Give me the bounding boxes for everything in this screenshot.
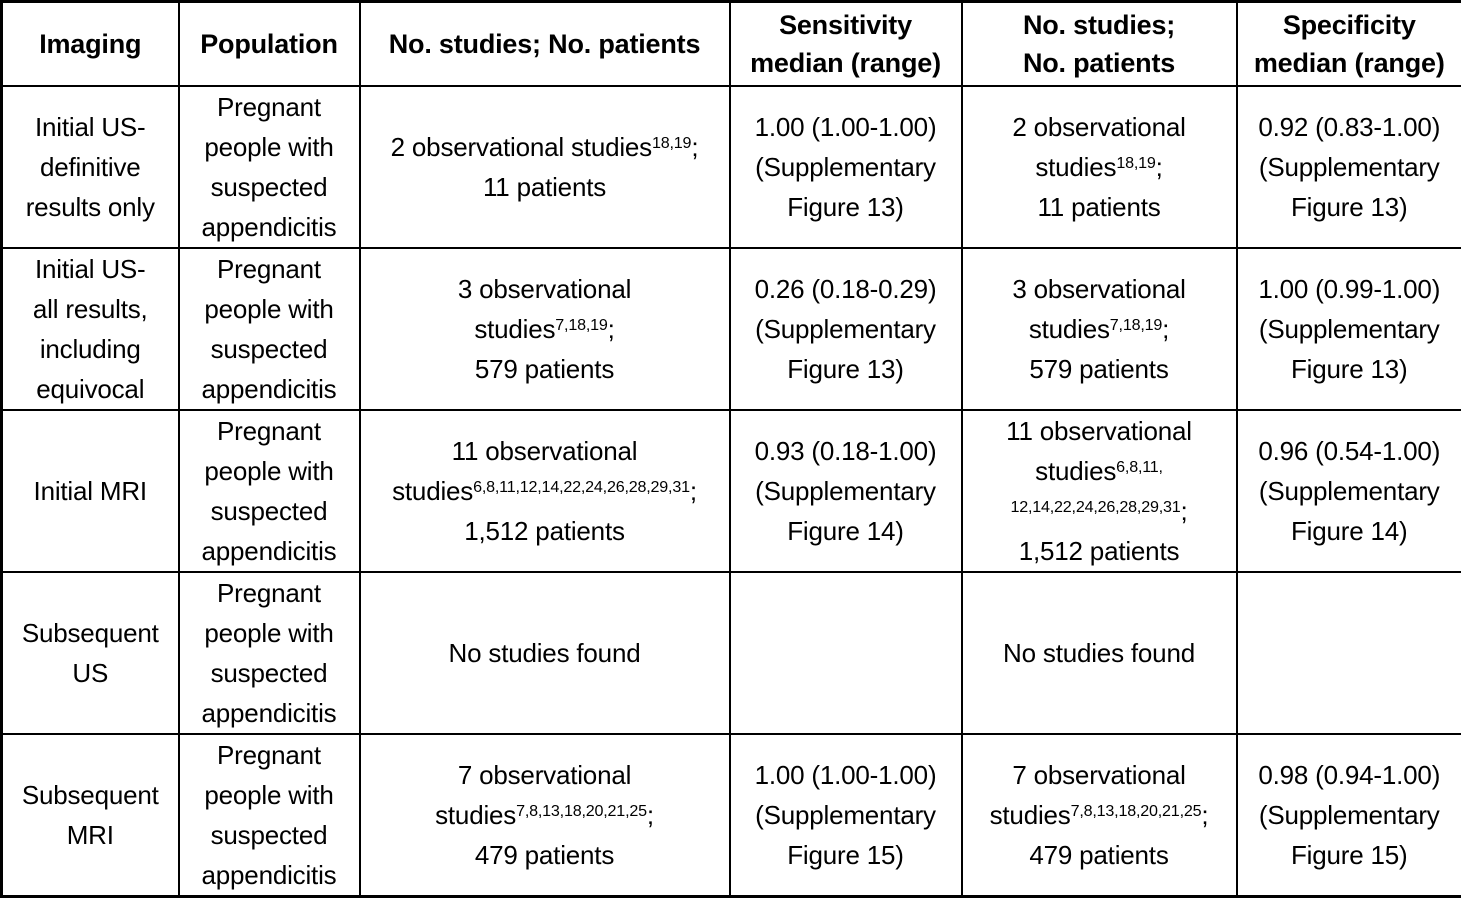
citation-superscript: 18,19 <box>1116 154 1155 172</box>
cell-sensitivity <box>730 572 962 734</box>
citation-superscript: 18,19 <box>652 134 691 152</box>
citation-superscript: 7,18,19 <box>555 316 607 334</box>
cell-studies-sensitivity: 2 observational studies18,19;11 patients <box>360 86 730 248</box>
table-header-row: Imaging Population No. studies; No. pati… <box>2 2 1461 86</box>
header-population: Population <box>179 2 360 86</box>
header-imaging: Imaging <box>2 2 179 86</box>
cell-studies-specificity: No studies found <box>962 572 1237 734</box>
header-studies-sensitivity: No. studies; No. patients <box>360 2 730 86</box>
header-studies-specificity: No. studies;No. patients <box>962 2 1237 86</box>
cell-studies-sensitivity: No studies found <box>360 572 730 734</box>
citation-superscript: 6,8,11, <box>1116 458 1163 476</box>
cell-imaging: Initial MRI <box>2 410 179 572</box>
cell-specificity <box>1237 572 1461 734</box>
citation-superscript: 7,8,13,18,20,21,25 <box>516 802 647 820</box>
citation-superscript: 7,18,19 <box>1110 316 1162 334</box>
citation-superscript: 12,14,22,24,26,28,29,31 <box>1010 498 1180 516</box>
citation-superscript: 6,8,11,12,14,22,24,26,28,29,31 <box>473 478 690 496</box>
citation-superscript: 7,8,13,18,20,21,25 <box>1071 802 1202 820</box>
